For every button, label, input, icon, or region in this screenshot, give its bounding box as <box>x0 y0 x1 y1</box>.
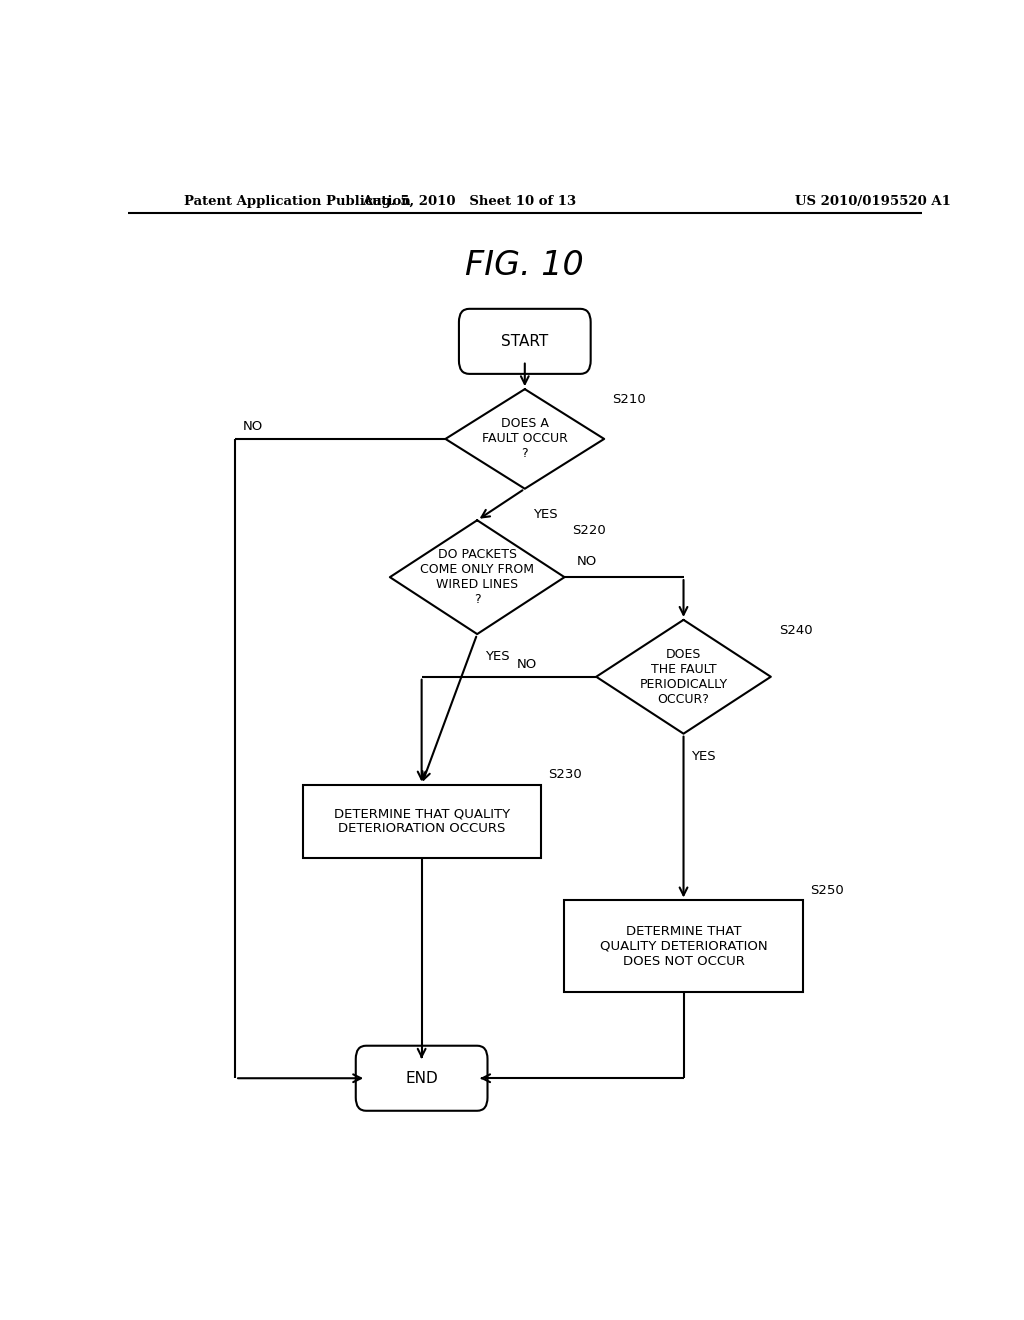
FancyBboxPatch shape <box>355 1045 487 1110</box>
Text: NO: NO <box>243 420 263 433</box>
Text: Patent Application Publication: Patent Application Publication <box>183 194 411 207</box>
Text: DO PACKETS
COME ONLY FROM
WIRED LINES
?: DO PACKETS COME ONLY FROM WIRED LINES ? <box>420 548 535 606</box>
FancyBboxPatch shape <box>459 309 591 374</box>
Text: NO: NO <box>517 659 538 671</box>
Text: YES: YES <box>485 649 510 663</box>
Bar <box>564 900 803 991</box>
Text: S220: S220 <box>572 524 606 537</box>
Bar <box>303 784 541 858</box>
Text: S240: S240 <box>778 623 812 636</box>
Text: FIG. 10: FIG. 10 <box>466 248 584 281</box>
Text: S210: S210 <box>612 393 646 405</box>
Text: YES: YES <box>532 508 557 520</box>
Text: END: END <box>406 1071 438 1086</box>
Text: S230: S230 <box>549 768 583 781</box>
Text: Aug. 5, 2010   Sheet 10 of 13: Aug. 5, 2010 Sheet 10 of 13 <box>362 194 577 207</box>
Text: DOES A
FAULT OCCUR
?: DOES A FAULT OCCUR ? <box>482 417 567 461</box>
Text: DOES
THE FAULT
PERIODICALLY
OCCUR?: DOES THE FAULT PERIODICALLY OCCUR? <box>639 648 728 706</box>
Text: YES: YES <box>691 750 716 763</box>
Text: DETERMINE THAT QUALITY
DETERIORATION OCCURS: DETERMINE THAT QUALITY DETERIORATION OCC… <box>334 807 510 836</box>
Text: DETERMINE THAT
QUALITY DETERIORATION
DOES NOT OCCUR: DETERMINE THAT QUALITY DETERIORATION DOE… <box>600 924 767 968</box>
Text: NO: NO <box>577 556 597 569</box>
Text: US 2010/0195520 A1: US 2010/0195520 A1 <box>795 194 950 207</box>
Text: S250: S250 <box>811 883 844 896</box>
Text: START: START <box>501 334 549 348</box>
